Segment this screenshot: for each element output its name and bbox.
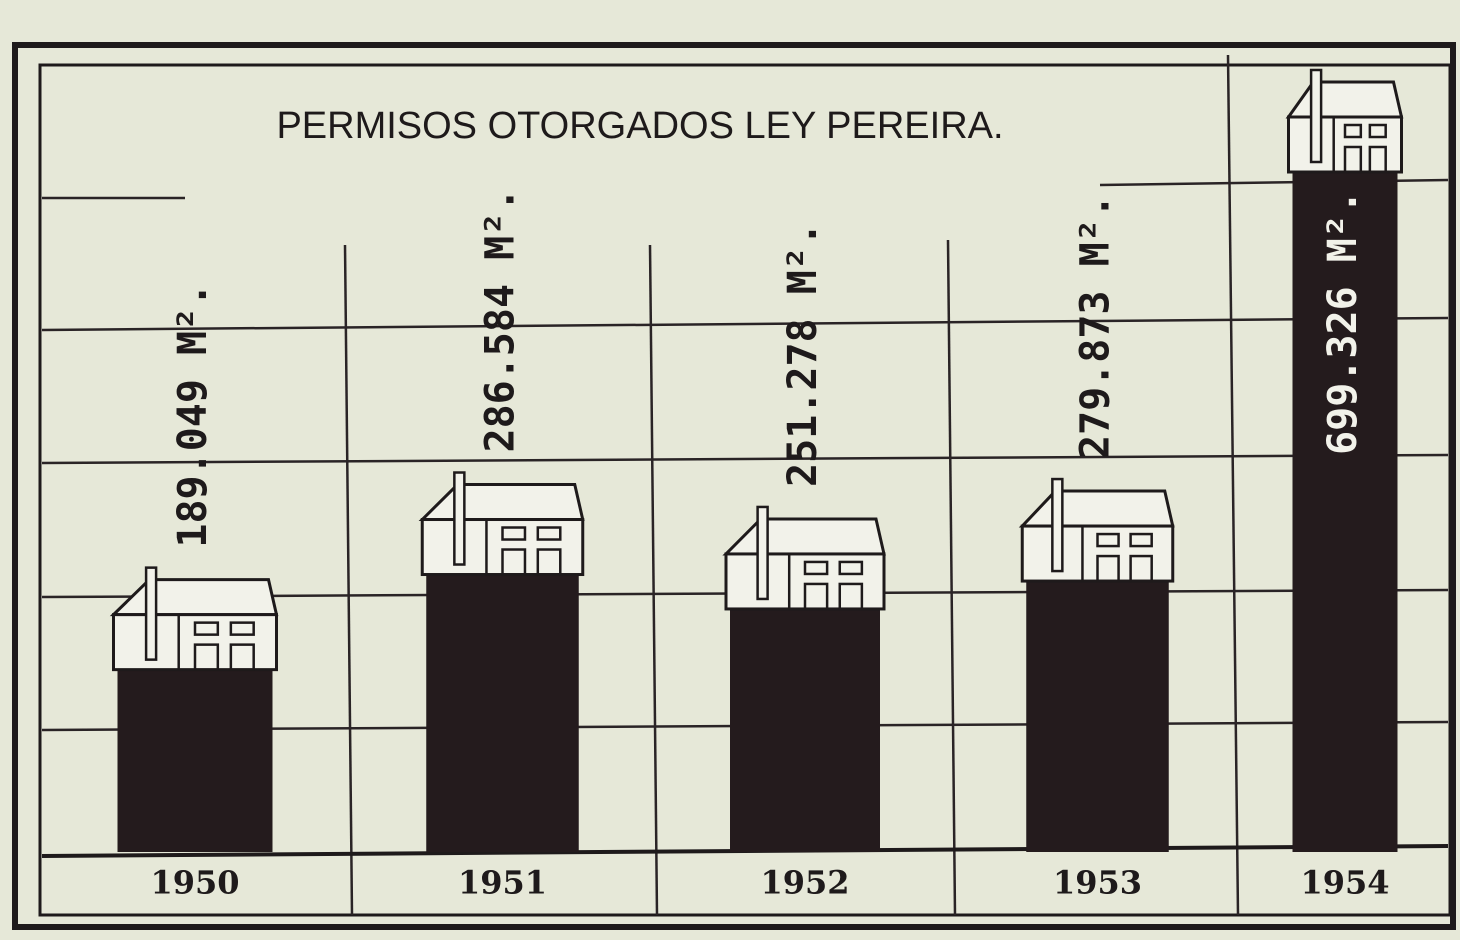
house-window — [501, 526, 527, 541]
house-door — [1368, 145, 1387, 174]
house-window — [1368, 123, 1387, 139]
house-chimney — [1051, 477, 1064, 573]
chart-title: PERMISOS OTORGADOS LEY PEREIRA. — [276, 105, 1003, 147]
outer-frame — [12, 42, 1456, 930]
bar — [426, 572, 579, 852]
house-door — [501, 548, 527, 576]
bar — [1292, 170, 1398, 852]
house-icon — [418, 471, 585, 577]
house-door — [1096, 554, 1120, 583]
value-label: 286.584 M². — [478, 188, 524, 453]
year-label: 1954 — [1300, 864, 1389, 902]
house-door — [1129, 554, 1153, 583]
year-label: 1953 — [1053, 864, 1142, 902]
house-door — [803, 582, 829, 611]
house-window — [1343, 123, 1363, 139]
house-door — [1343, 145, 1363, 174]
bar — [117, 667, 273, 852]
value-label: 189.049 M². — [170, 283, 216, 548]
grid-line — [41, 453, 1449, 465]
house-door — [838, 582, 864, 611]
grid-line — [41, 316, 1449, 332]
house-window — [229, 621, 255, 636]
bar-group — [109, 566, 279, 852]
house-chimney — [453, 471, 466, 566]
house-window — [193, 621, 220, 636]
inner-frame — [38, 63, 1452, 917]
bar-group — [722, 505, 886, 852]
value-label: 279.873 M². — [1073, 194, 1119, 459]
column-divider — [648, 244, 659, 916]
year-label: 1950 — [150, 864, 239, 902]
house-icon — [1018, 477, 1175, 583]
year-label: 1951 — [458, 864, 547, 902]
column-divider — [1226, 54, 1240, 916]
house-chimney — [756, 505, 769, 601]
year-label: 1952 — [760, 864, 849, 902]
bar — [730, 606, 880, 852]
house-window — [838, 560, 864, 576]
bar — [1026, 579, 1169, 852]
house-door — [229, 643, 255, 671]
house-chimney — [1309, 68, 1323, 164]
house-window — [1096, 532, 1120, 548]
column-divider — [946, 239, 957, 916]
house-icon — [722, 505, 886, 611]
house-chimney — [144, 566, 158, 661]
house-door — [536, 548, 562, 576]
house-door — [193, 643, 220, 671]
value-label: 251.278 M². — [780, 222, 826, 487]
house-icon — [1285, 68, 1404, 174]
bar-group — [1018, 477, 1175, 852]
house-window — [803, 560, 829, 576]
house-window — [1129, 532, 1153, 548]
bar-group — [418, 471, 585, 852]
house-window — [536, 526, 562, 541]
value-label: 699.326 M². — [1320, 190, 1366, 455]
bar-group — [1285, 68, 1404, 852]
house-icon — [109, 566, 279, 672]
column-divider — [343, 244, 354, 916]
